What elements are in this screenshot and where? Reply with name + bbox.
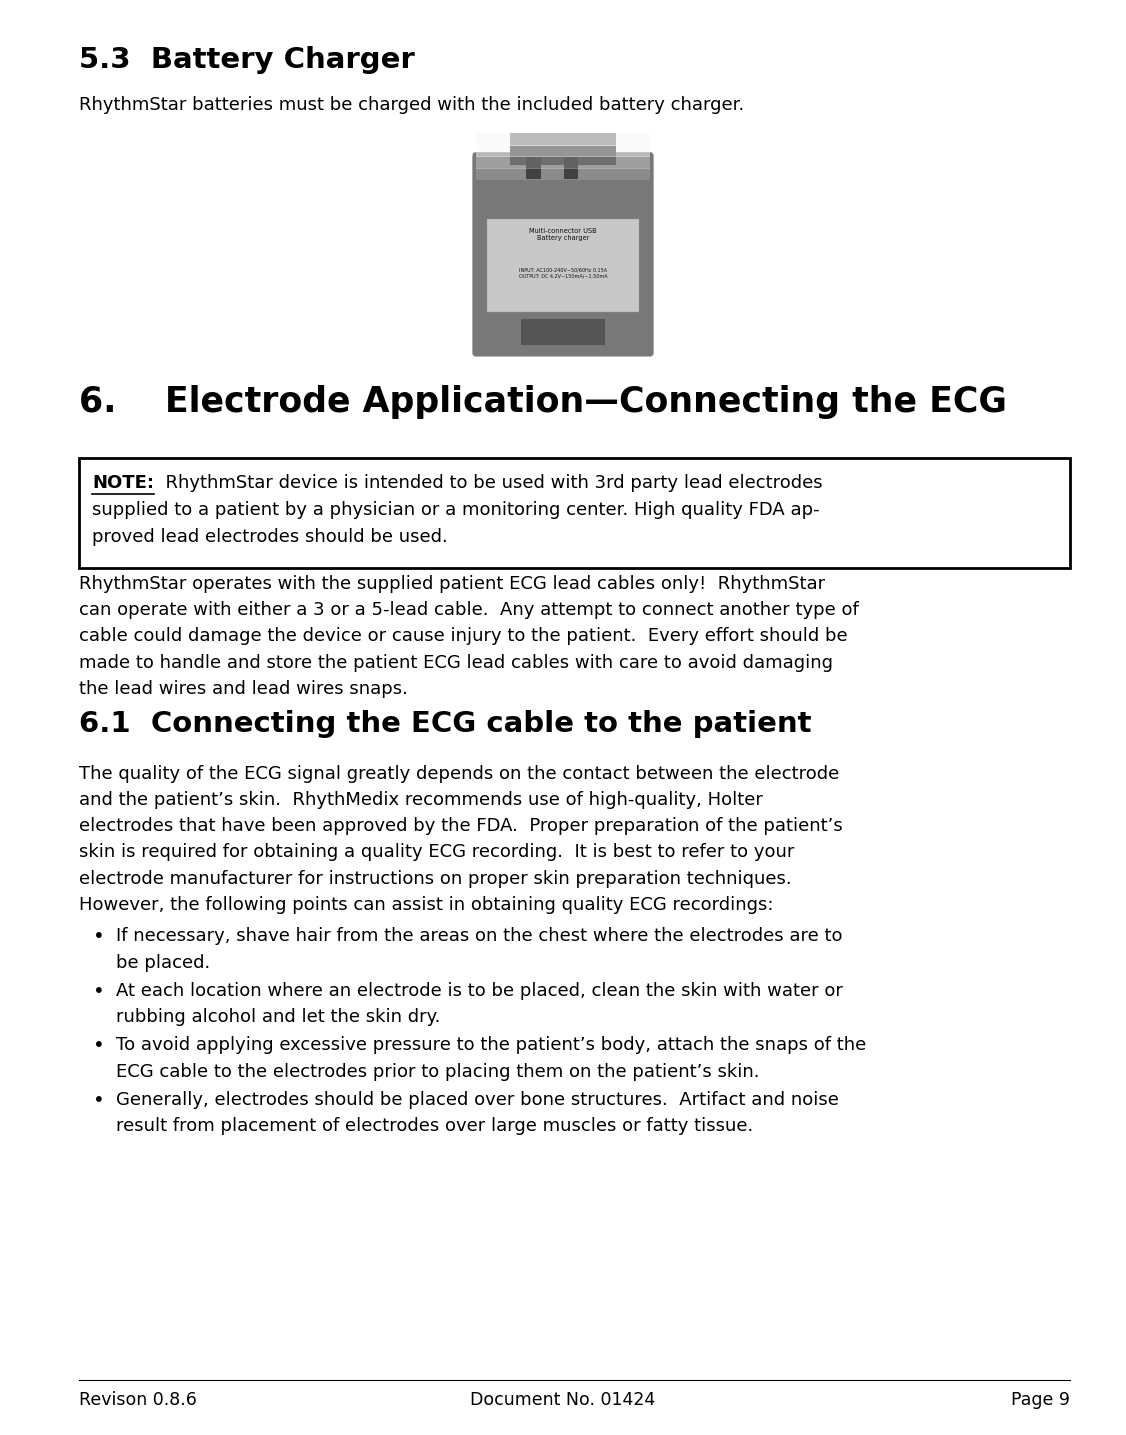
Text: rubbing alcohol and let the skin dry.: rubbing alcohol and let the skin dry.	[116, 1009, 440, 1026]
Text: RhythmStar device is intended to be used with 3rd party lead electrodes: RhythmStar device is intended to be used…	[154, 474, 823, 492]
Text: The quality of the ECG signal greatly depends on the contact between the electro: The quality of the ECG signal greatly de…	[79, 765, 839, 784]
Text: 6.1  Connecting the ECG cable to the patient: 6.1 Connecting the ECG cable to the pati…	[79, 709, 812, 738]
Text: ECG cable to the electrodes prior to placing them on the patient’s skin.: ECG cable to the electrodes prior to pla…	[116, 1063, 759, 1081]
Text: 6.    Electrode Application—Connecting the ECG: 6. Electrode Application—Connecting the …	[79, 385, 1007, 419]
Text: At each location where an electrode is to be placed, clean the skin with water o: At each location where an electrode is t…	[116, 982, 843, 1000]
Text: 5.3  Battery Charger: 5.3 Battery Charger	[79, 46, 414, 75]
Bar	[79, 458, 1070, 568]
Text: can operate with either a 3 or a 5-lead cable.  Any attempt to connect another t: can operate with either a 3 or a 5-lead …	[79, 601, 858, 618]
Text: However, the following points can assist in obtaining quality ECG recordings:: However, the following points can assist…	[79, 895, 774, 914]
Text: electrodes that have been approved by the FDA.  Proper preparation of the patien: electrodes that have been approved by th…	[79, 818, 842, 835]
Text: To avoid applying excessive pressure to the patient’s body, attach the snaps of : To avoid applying excessive pressure to …	[116, 1036, 866, 1055]
Text: Revison 0.8.6: Revison 0.8.6	[79, 1391, 197, 1409]
Text: the lead wires and lead wires snaps.: the lead wires and lead wires snaps.	[79, 680, 408, 697]
Text: INPUT: AC100-240V~50/60Hz 0.15A
OUTPUT: DC 4.2V~150mA/~1.50mA: INPUT: AC100-240V~50/60Hz 0.15A OUTPUT: …	[519, 268, 607, 278]
Text: proved lead electrodes should be used.: proved lead electrodes should be used.	[92, 528, 448, 547]
Text: Document No. 01424: Document No. 01424	[471, 1391, 655, 1409]
Text: result from placement of electrodes over large muscles or fatty tissue.: result from placement of electrodes over…	[116, 1118, 753, 1135]
Bar	[475, 133, 651, 146]
Text: cable could damage the device or cause injury to the patient.  Every effort shou: cable could damage the device or cause i…	[79, 627, 848, 646]
Bar	[475, 168, 651, 181]
Text: skin is required for obtaining a quality ECG recording.  It is best to refer to : skin is required for obtaining a quality…	[79, 844, 794, 861]
Bar	[520, 319, 606, 344]
Text: If necessary, shave hair from the areas on the chest where the electrodes are to: If necessary, shave hair from the areas …	[116, 927, 842, 946]
Text: and the patient’s skin.  RhythMedix recommends use of high-quality, Holter: and the patient’s skin. RhythMedix recom…	[79, 791, 762, 809]
Text: Generally, electrodes should be placed over bone structures.  Artifact and noise: Generally, electrodes should be placed o…	[116, 1091, 839, 1109]
Bar	[486, 218, 640, 313]
Bar	[475, 145, 651, 158]
Text: made to handle and store the patient ECG lead cables with care to avoid damaging: made to handle and store the patient ECG…	[79, 653, 833, 672]
Text: •: •	[93, 1091, 105, 1111]
Text: RhythmStar batteries must be charged with the included battery charger.: RhythmStar batteries must be charged wit…	[79, 96, 744, 113]
Bar	[526, 158, 542, 179]
Text: Page 9: Page 9	[1011, 1391, 1070, 1409]
Bar	[564, 158, 579, 179]
Text: Multi-connector USB
Battery charger: Multi-connector USB Battery charger	[529, 228, 597, 241]
Text: be placed.: be placed.	[116, 954, 211, 971]
FancyBboxPatch shape	[473, 152, 653, 356]
Bar	[509, 133, 617, 165]
Text: electrode manufacturer for instructions on proper skin preparation techniques.: electrode manufacturer for instructions …	[79, 870, 792, 888]
Text: •: •	[93, 982, 105, 1002]
Text: •: •	[93, 1036, 105, 1056]
Text: supplied to a patient by a physician or a monitoring center. High quality FDA ap: supplied to a patient by a physician or …	[92, 501, 820, 519]
Bar	[475, 156, 651, 169]
Text: NOTE:: NOTE:	[92, 474, 154, 492]
Text: •: •	[93, 927, 105, 947]
Text: RhythmStar operates with the supplied patient ECG lead cables only!  RhythmStar: RhythmStar operates with the supplied pa…	[79, 575, 825, 593]
